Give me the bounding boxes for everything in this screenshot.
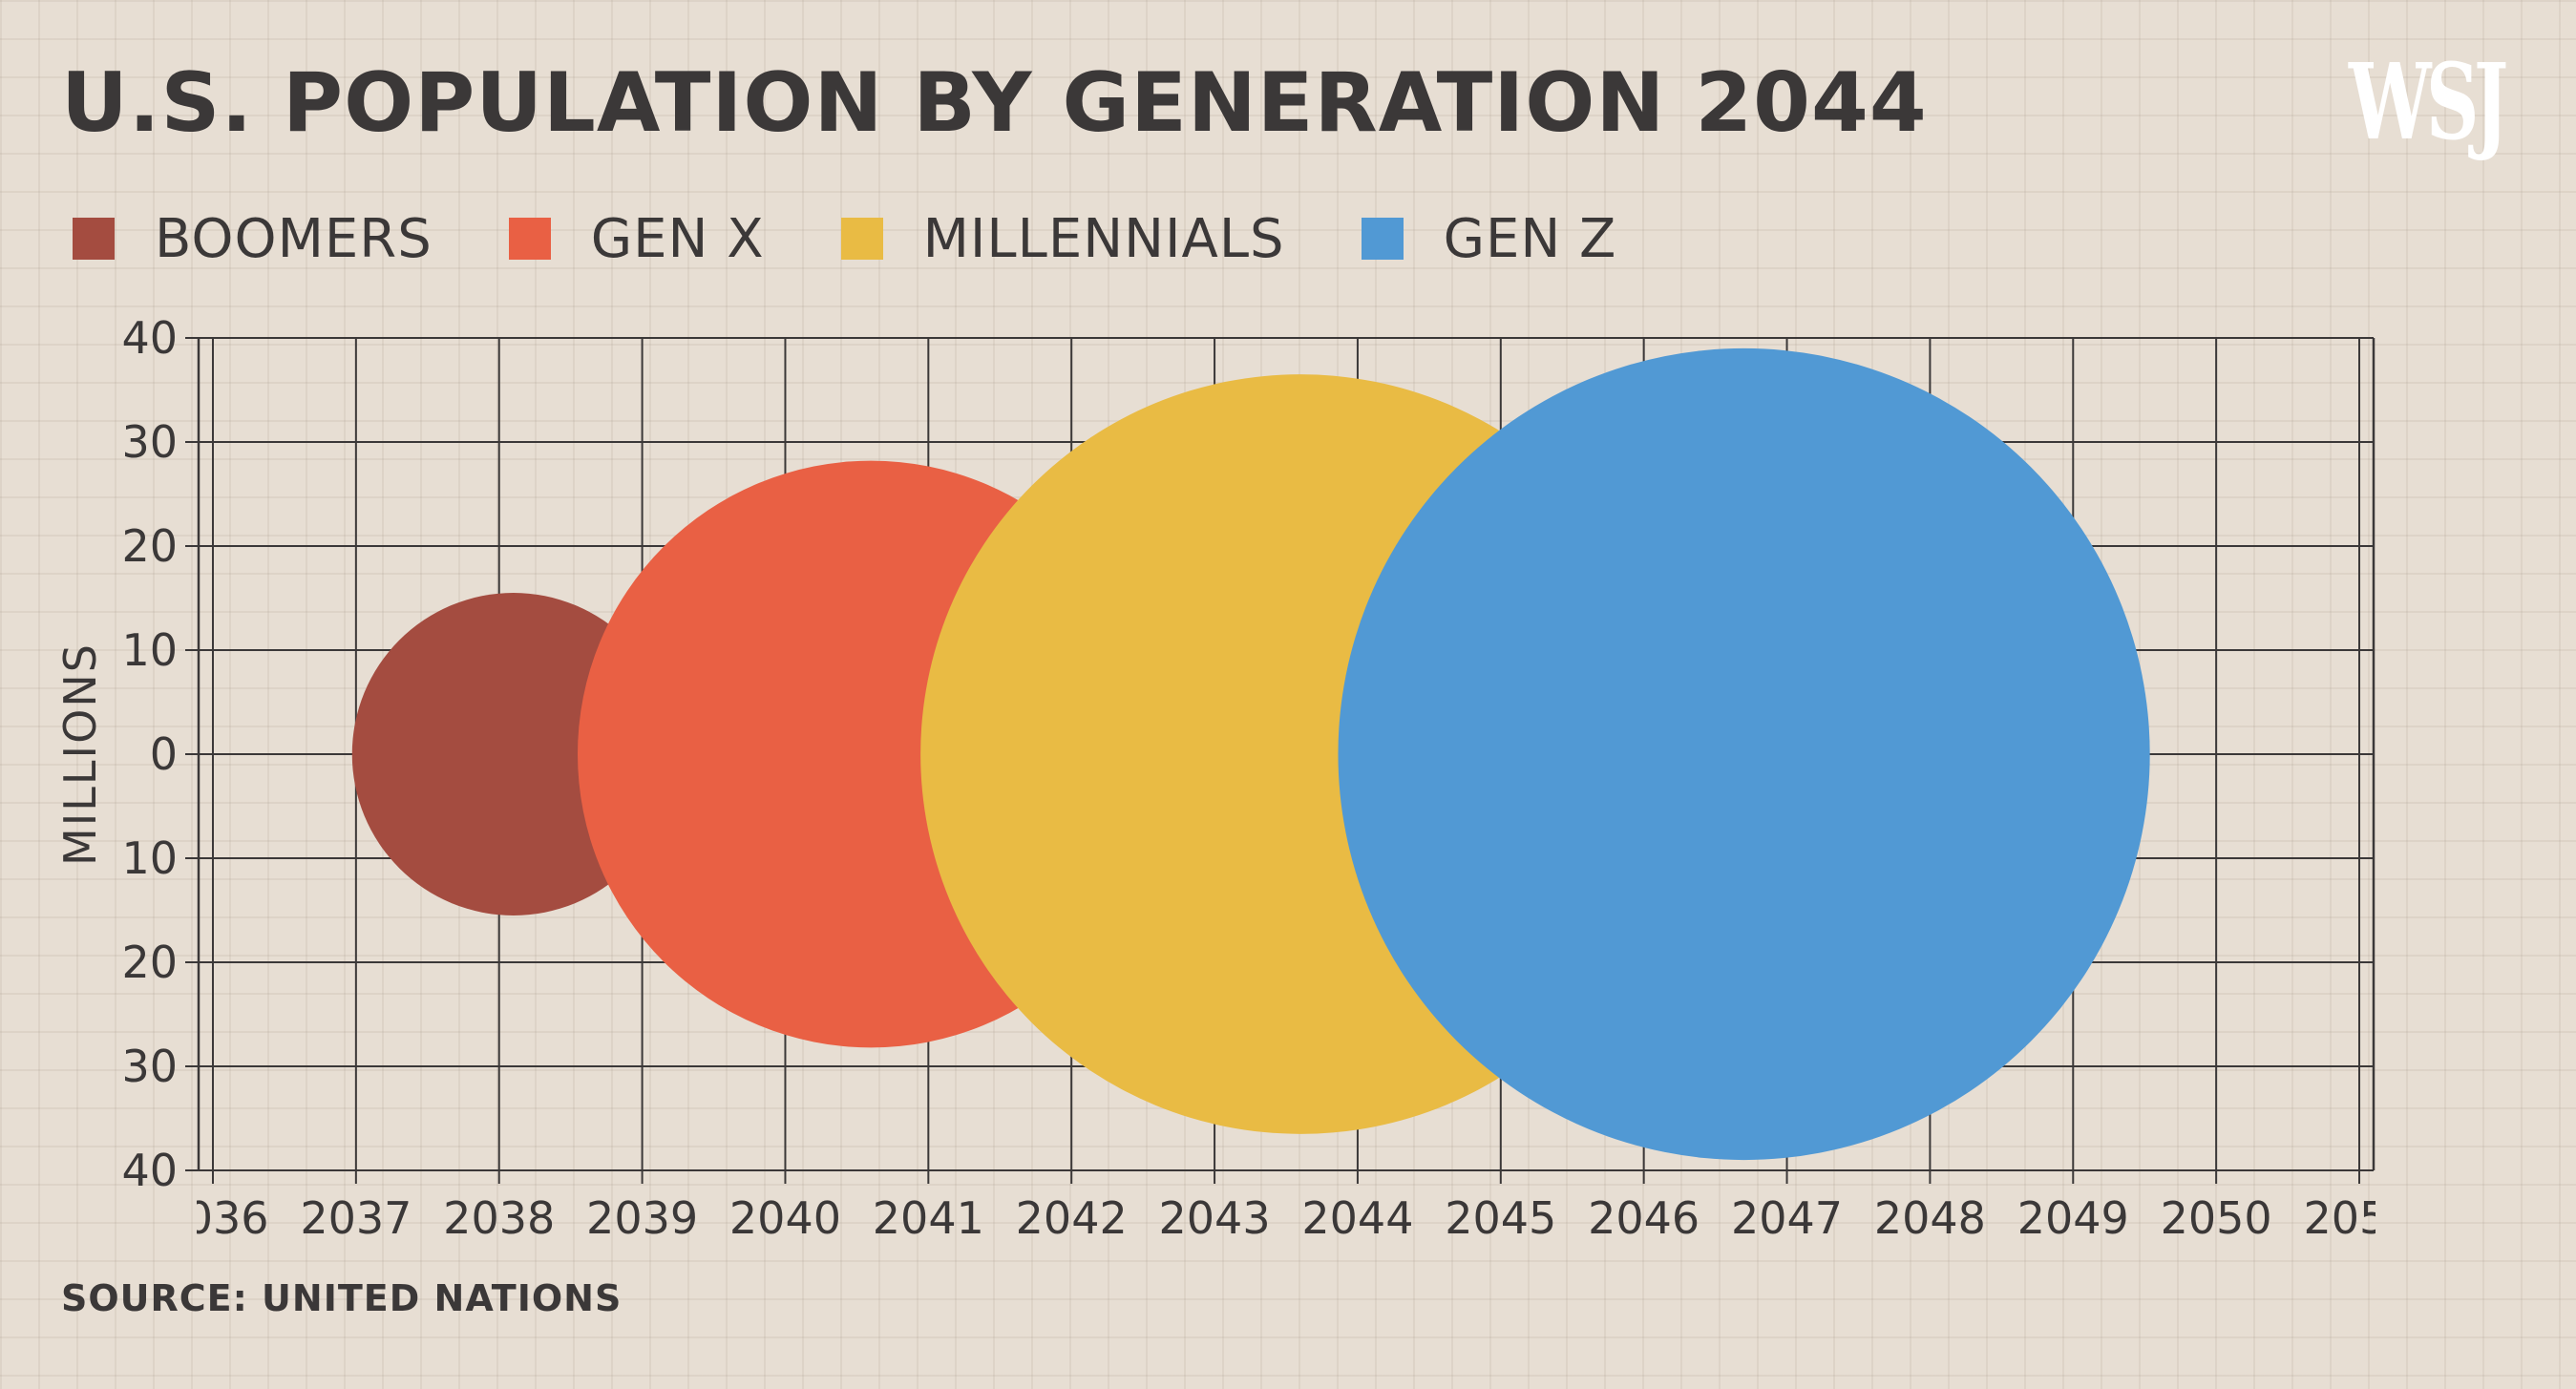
x-tick-label: 2039 [586,1192,698,1244]
legend-item-boomers: BOOMERS [73,208,433,270]
y-tick-label: 0 [150,728,178,780]
x-tick-label: 2047 [1731,1192,1843,1244]
y-tick-label: 40 [121,1145,178,1196]
legend-item-gen-z: GEN Z [1361,207,1617,270]
y-tick-label: 30 [121,1041,178,1092]
legend-item-millennials: MILLENNIALS [840,207,1285,270]
chart-title: U.S. POPULATION BY GENERATION 2044 [61,55,1928,151]
legend-label-millennials: MILLENNIALS [922,207,1285,270]
legend-swatch-boomers [73,218,115,260]
x-tick-label: 2051 [2303,1192,2415,1244]
source-note: SOURCE: UNITED NATIONS [61,1277,623,1319]
x-tick-label: 2049 [2017,1192,2129,1244]
legend-swatch-gen-x [508,218,551,260]
x-tick-label: 2037 [300,1192,412,1244]
legend-label-gen-z: GEN Z [1443,207,1617,270]
legend-swatch-gen-z [1361,218,1404,260]
bubble-gen-z [1338,347,2150,1161]
legend: BOOMERS GEN X MILLENNIALS GEN Z [73,207,1693,270]
x-tick-label: 2038 [443,1192,555,1244]
y-tick-label: 20 [121,937,178,988]
legend-label-boomers: BOOMERS [155,207,433,270]
legend-label-gen-x: GEN X [590,207,765,270]
x-tick-labels: 2036 2037 2038 2039 2040 2041 2042 2043 2044 2045… [157,1192,2415,1244]
y-tick-label: 30 [121,416,178,468]
legend-swatch-millennials [840,218,883,260]
y-tick-label: 10 [121,832,178,884]
y-tick-label: 40 [121,312,178,364]
x-tick-label: 2043 [1159,1192,1271,1244]
x-tick-label: 2044 [1301,1192,1413,1244]
x-tick-label: 2042 [1016,1192,1128,1244]
y-tick-label: 10 [121,624,178,676]
x-tick-label: 2036 [157,1192,268,1244]
y-tick-label: 20 [121,520,178,572]
x-tick-label: 2046 [1588,1192,1700,1244]
y-axis-title: MILLIONS [54,642,106,866]
x-tick-label: 2045 [1445,1192,1556,1244]
x-tick-label: 2050 [2161,1192,2272,1244]
x-tick-label: 2048 [1874,1192,1986,1244]
legend-item-gen-x: GEN X [508,207,765,270]
x-tick-label: 2041 [873,1192,984,1244]
x-tick-label: 2040 [729,1192,841,1244]
